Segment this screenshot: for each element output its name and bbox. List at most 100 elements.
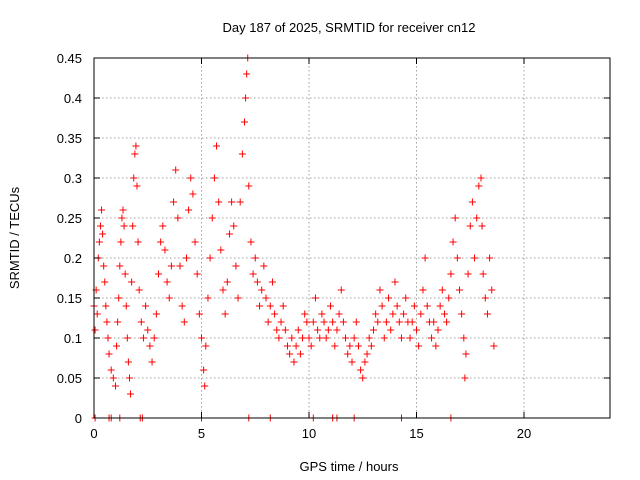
data-point xyxy=(284,342,291,350)
data-point xyxy=(428,334,436,342)
data-point xyxy=(119,206,127,214)
data-point xyxy=(223,278,231,286)
data-point xyxy=(432,342,440,350)
data-point xyxy=(228,198,236,206)
data-point xyxy=(268,278,276,286)
data-point xyxy=(367,342,375,350)
data-point xyxy=(127,390,135,398)
data-point xyxy=(296,350,304,358)
y-tick-label: 0.25 xyxy=(57,211,82,226)
data-point xyxy=(98,206,106,214)
data-point xyxy=(118,214,126,222)
data-point xyxy=(314,326,322,334)
data-point xyxy=(385,294,393,302)
data-point xyxy=(176,262,184,270)
data-point xyxy=(468,198,476,206)
data-point xyxy=(266,302,274,310)
data-point xyxy=(370,326,377,334)
data-point xyxy=(112,382,119,390)
data-point xyxy=(139,334,147,342)
data-point xyxy=(460,334,468,342)
data-point xyxy=(163,278,171,286)
data-point xyxy=(121,270,129,278)
data-point xyxy=(354,342,362,350)
data-point xyxy=(299,334,307,342)
data-point xyxy=(230,222,238,230)
data-point xyxy=(462,350,470,358)
data-point xyxy=(397,334,405,342)
data-point xyxy=(320,318,328,326)
data-point xyxy=(165,294,173,302)
x-tick-label: 20 xyxy=(517,426,531,441)
data-point xyxy=(400,310,408,318)
data-point xyxy=(461,374,469,382)
data-point xyxy=(447,270,455,278)
data-point xyxy=(417,310,425,318)
data-point xyxy=(451,214,459,222)
data-point xyxy=(456,286,463,294)
data-point xyxy=(303,318,311,326)
data-point xyxy=(395,318,403,326)
data-point xyxy=(243,70,251,78)
data-point xyxy=(113,342,121,350)
data-point xyxy=(335,310,343,318)
data-point xyxy=(309,318,317,326)
y-tick-label: 0.2 xyxy=(64,251,82,266)
data-point xyxy=(453,254,461,262)
data-point xyxy=(206,254,214,262)
data-point xyxy=(464,270,472,278)
data-point xyxy=(95,238,103,246)
data-point xyxy=(393,302,401,310)
data-point xyxy=(247,238,255,246)
data-point xyxy=(142,302,150,310)
data-point xyxy=(198,334,205,342)
data-point xyxy=(208,214,216,222)
data-point xyxy=(378,302,386,310)
data-point xyxy=(155,270,162,278)
data-point xyxy=(477,174,485,182)
data-point xyxy=(458,310,466,318)
data-point xyxy=(339,318,347,326)
data-point xyxy=(365,334,373,342)
data-point xyxy=(316,334,324,342)
data-point xyxy=(234,294,242,302)
data-point xyxy=(372,310,380,318)
data-point xyxy=(438,286,446,294)
data-point xyxy=(277,318,285,326)
data-point xyxy=(185,206,193,214)
data-point xyxy=(389,310,397,318)
data-point xyxy=(189,190,197,198)
data-point xyxy=(148,358,156,366)
data-point xyxy=(219,286,227,294)
data-point xyxy=(352,318,360,326)
data-point xyxy=(105,350,113,358)
data-point xyxy=(391,278,399,286)
data-point xyxy=(260,262,268,270)
data-point xyxy=(120,222,128,230)
y-tick-label: 0 xyxy=(75,411,82,426)
data-point xyxy=(215,198,223,206)
data-point xyxy=(449,238,457,246)
x-axis-label: GPS time / hours xyxy=(300,459,399,474)
data-point xyxy=(410,302,418,310)
data-point xyxy=(478,222,486,230)
data-point xyxy=(344,350,352,358)
y-tick-label: 0.1 xyxy=(64,331,82,346)
data-point xyxy=(436,302,444,310)
data-point xyxy=(258,286,266,294)
data-point xyxy=(329,318,337,326)
data-point xyxy=(380,334,388,342)
data-point xyxy=(402,294,410,302)
data-point xyxy=(374,318,382,326)
data-point xyxy=(104,334,112,342)
data-point xyxy=(102,302,110,310)
data-point xyxy=(115,294,123,302)
data-point xyxy=(342,334,350,342)
data-point xyxy=(471,254,479,262)
data-point xyxy=(271,310,279,318)
data-point xyxy=(130,174,138,182)
data-point xyxy=(279,302,287,310)
y-tick-label: 0.3 xyxy=(64,171,82,186)
data-point xyxy=(273,326,281,334)
